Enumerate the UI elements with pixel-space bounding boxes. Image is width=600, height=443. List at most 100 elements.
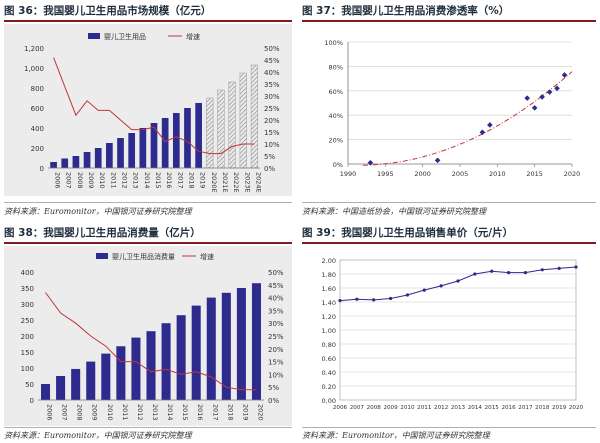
bar <box>56 376 66 400</box>
y-tick-label: 200 <box>31 145 44 153</box>
legend-label-line: 增速 <box>200 252 214 261</box>
bar <box>176 315 186 400</box>
x-tick-label: 2010 <box>98 172 106 189</box>
x-tick-label: 2011 <box>417 405 432 411</box>
x-tick-label: 2006 <box>333 405 348 411</box>
x-tick-label: 2012 <box>121 172 129 189</box>
chart-consumption: 0 50 100 150 200 250 300 350 400 0% 5% 10% 15% 20% 25%… <box>21 252 284 421</box>
source-rule-36 <box>4 202 292 203</box>
x-tick-label: 2024E <box>254 172 262 193</box>
scatter-point <box>487 122 493 128</box>
x-tick-label: 2020 <box>569 405 584 411</box>
bar <box>195 103 202 168</box>
scatter-point <box>554 85 560 92</box>
legend-swatch-bar <box>88 33 100 39</box>
x-tick-label: 2007 <box>65 172 73 189</box>
y-tick-label: 400 <box>21 269 34 277</box>
y-tick-label: 100 <box>21 365 34 373</box>
y2-tick-label: 45% <box>268 282 284 290</box>
title-rule-38 <box>4 242 292 244</box>
x-tick-label: 2018 <box>535 405 550 411</box>
trendline <box>362 71 573 166</box>
x-tick-label: 2020 <box>564 170 581 178</box>
price-point <box>355 297 359 301</box>
price-line <box>339 266 577 302</box>
bar <box>116 346 126 400</box>
y-tick-label: 1.00 <box>322 327 336 335</box>
y-tick-label: 800 <box>31 85 44 93</box>
y2-tick-label: 20% <box>268 346 284 354</box>
bar <box>106 143 113 168</box>
y2-tick-label: 0% <box>264 165 275 173</box>
x-tick-label: 2013 <box>132 172 140 189</box>
x-tick-label: 1995 <box>377 170 394 178</box>
x-tick-label: 2014 <box>468 405 483 411</box>
x-tick-label: 2014 <box>143 172 151 189</box>
bar <box>150 123 158 168</box>
bar <box>161 323 171 400</box>
bar <box>250 64 259 169</box>
x-tick-label: 2012 <box>434 405 448 411</box>
x-tick-label: 2015 <box>485 405 500 411</box>
y2-tick-label: 35% <box>264 81 280 89</box>
y-tick-label: 0.20 <box>322 383 336 391</box>
price-point <box>490 269 494 273</box>
x-tick-label: 2010 <box>489 170 506 178</box>
panel-penetration: 图 37：我国婴儿卫生用品消费渗透率（%） 0% 20% 40% 60% 80% 100%… <box>302 2 596 220</box>
x-tick-label: 2009 <box>87 172 95 189</box>
y-tick-label: 80% <box>329 63 343 71</box>
x-tick-label: 2015 <box>181 404 189 421</box>
x-tick-label: 2017 <box>176 172 184 189</box>
x-tick-label: 2011 <box>109 172 117 189</box>
bar <box>41 384 51 400</box>
price-point <box>439 284 443 288</box>
y-tick-label: 300 <box>21 301 34 309</box>
y-tick-label: 250 <box>21 317 34 325</box>
scatter-point <box>367 159 374 166</box>
bar <box>172 113 180 168</box>
source-note-38: 资料来源：Euromonitor，中国银河证券研究院整理 <box>4 431 192 440</box>
y-tick-label: 0 <box>40 165 44 173</box>
price-point <box>422 288 426 292</box>
bar <box>139 128 147 168</box>
y2-tick-label: 25% <box>264 105 280 113</box>
legend-swatch-bar <box>96 253 108 259</box>
legend-label-bar: 婴儿卫生用品消费量 <box>112 252 175 261</box>
y-tick-label: 0% <box>333 161 343 169</box>
x-tick-label: 2010 <box>400 405 415 411</box>
source-note-39: 资料来源：Euromonitor，中国银河证券研究院整理 <box>302 431 490 440</box>
x-tick-label: 1990 <box>340 170 357 178</box>
x-tick-label: 2011 <box>121 404 129 421</box>
x-tick-label: 2010 <box>106 404 114 421</box>
x-tick-label: 2007 <box>61 404 69 421</box>
scatter-point <box>524 95 530 101</box>
bar <box>251 283 261 400</box>
x-tick-label: 2016 <box>196 404 204 421</box>
y-tick-label: 20% <box>329 137 343 145</box>
source-note-37: 资料来源：中国造纸协会，中国银河证券研究院整理 <box>302 207 486 216</box>
y2-tick-label: 5% <box>264 153 275 161</box>
y2-tick-label: 10% <box>268 371 284 379</box>
x-tick-label: 2013 <box>151 404 159 421</box>
y-tick-label: 0 <box>30 397 34 405</box>
x-tick-label: 2007 <box>350 405 365 411</box>
y-tick-label: 150 <box>21 349 34 357</box>
y-tick-label: 350 <box>21 285 34 293</box>
y2-tick-label: 40% <box>268 295 284 303</box>
source-rule-39 <box>302 427 596 428</box>
x-tick-label: 2017 <box>518 405 533 411</box>
x-tick-label: 2012 <box>136 404 144 421</box>
scatter-point <box>434 157 441 164</box>
y2-tick-label: 30% <box>264 93 280 101</box>
bar <box>206 297 216 400</box>
y-tick-label: 0.00 <box>322 397 336 405</box>
source-note-36: 资料来源：Euromonitor，中国银河证券研究院整理 <box>4 207 192 216</box>
bar <box>228 81 236 169</box>
y-tick-label: 600 <box>31 105 44 113</box>
title-rule-36 <box>4 20 292 22</box>
bar <box>221 292 231 400</box>
title-rule-37 <box>302 20 596 22</box>
x-tick-label: 2009 <box>91 404 99 421</box>
bar <box>128 133 136 168</box>
x-tick-label: 2019 <box>552 405 567 411</box>
